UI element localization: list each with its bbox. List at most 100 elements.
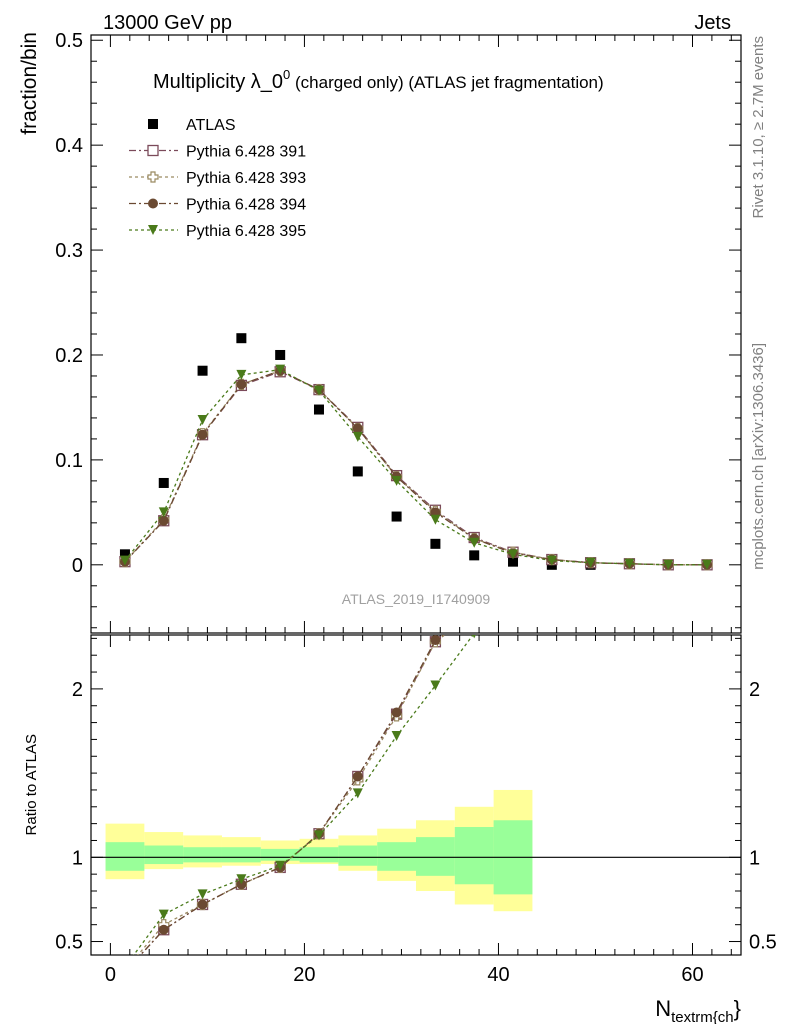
data-point [119,549,130,560]
main-ylabel: fraction/bin [18,32,41,135]
legend-label: ATLAS [186,117,236,134]
data-point [148,198,158,209]
x-axis-label-tail: } [734,996,741,1021]
legend: ATLAS Pythia 6.428 391 Pythia 6.428 393 Pyt… [129,117,306,240]
data-point [120,967,130,977]
data-point [275,349,286,360]
legend-label: Pythia 6.428 395 [186,223,306,240]
data-point [391,511,402,522]
band-green [338,845,378,866]
xtick-label: 40 [487,964,509,986]
rivet-label: Rivet 3.1.10, ≥ 2.7M events [750,36,767,219]
data-point [469,608,479,618]
x-axis-label: Ntextrm{ch} [655,996,741,1024]
axes: 00.10.20.30.40.50.5 0.51 12 20 20 40 60 [55,30,777,986]
ratio-series [120,608,479,977]
data-point [469,537,480,548]
band-green [105,842,145,871]
main-ytick-label: 0 [72,555,83,577]
data-point [469,608,479,618]
data-point [197,429,208,440]
data-point [197,415,208,426]
band-green [144,845,184,865]
data-point [197,889,208,900]
band-green [377,842,416,871]
data-point [313,830,324,841]
data-point [120,967,130,977]
data-point [663,559,674,570]
plot-title-rest: (charged only) (ATLAS jet fragmentation) [290,73,603,92]
data-point [147,171,159,183]
data-point [546,555,557,566]
data-point [508,549,519,560]
data-point [197,899,208,910]
data-point [197,365,208,376]
x-axis-label-sub: textrm{ch [671,1009,734,1024]
analysis-watermark: ATLAS_2019_I1740909 [342,591,491,607]
data-point [236,379,247,390]
series-line [124,371,708,566]
data-point [391,707,402,718]
uncertainty-bands [91,789,741,912]
data-point [391,731,402,742]
legend-label: Pythia 6.428 393 [186,170,306,187]
plot-title: Multiplicity λ_00 (charged only) (ATLAS … [153,67,604,93]
ratio-ytick-label-right: 1 [749,847,760,869]
band-green [183,847,222,863]
data-point [236,369,247,380]
data-point [158,507,169,518]
data-point [585,557,596,568]
ratio-ylabel: Ratio to ATLAS [23,734,40,835]
ratio-ytick-label: 2 [72,679,83,701]
series-line [124,370,708,566]
data-point [148,225,158,235]
data-point [352,771,363,782]
main-ytick-label: 0.1 [55,450,83,472]
data-point [352,431,363,442]
data-point [352,788,363,799]
main-ytick-label: 0.2 [55,345,83,367]
data-point [430,538,441,549]
data-point [702,559,713,570]
plot-title-sup: 0 [283,67,290,82]
data-point [391,475,402,486]
series-line [124,368,708,566]
data-point [430,514,441,525]
band-green [299,847,339,863]
plot-title-main: Multiplicity λ_0 [153,71,283,93]
xtick-label: 0 [105,964,116,986]
data-point [430,635,441,646]
xtick-label: 20 [293,964,315,986]
data-point [158,924,169,935]
data-point [158,477,169,488]
band-green [221,847,261,863]
main-series [119,333,713,571]
data-point [313,404,324,415]
data-point [158,909,169,920]
main-ytick-label: 0.5 [55,30,83,52]
data-point [148,119,158,129]
data-point [120,965,130,975]
data-point [275,364,286,375]
ratio-frame [90,634,742,956]
header-jets: Jets [694,12,731,34]
ratio-ytick-label: 0.5 [55,932,83,954]
data-point [119,555,130,566]
legend-label: Pythia 6.428 394 [186,197,306,214]
ratio-ytick-label-right: 2 [749,679,760,701]
data-point [147,144,159,157]
data-point [352,466,363,477]
ratio-ytick-label-right: 0.5 [749,932,777,954]
data-point [236,333,247,344]
x-axis-label-main: N [655,996,671,1021]
series-line [124,370,708,566]
data-point [120,962,130,972]
data-point [236,874,247,885]
band-green [260,848,300,861]
data-point [236,879,247,890]
main-ytick-label: 0.3 [55,240,83,262]
data-point [472,635,476,639]
data-point [430,680,441,691]
data-point [469,550,480,561]
